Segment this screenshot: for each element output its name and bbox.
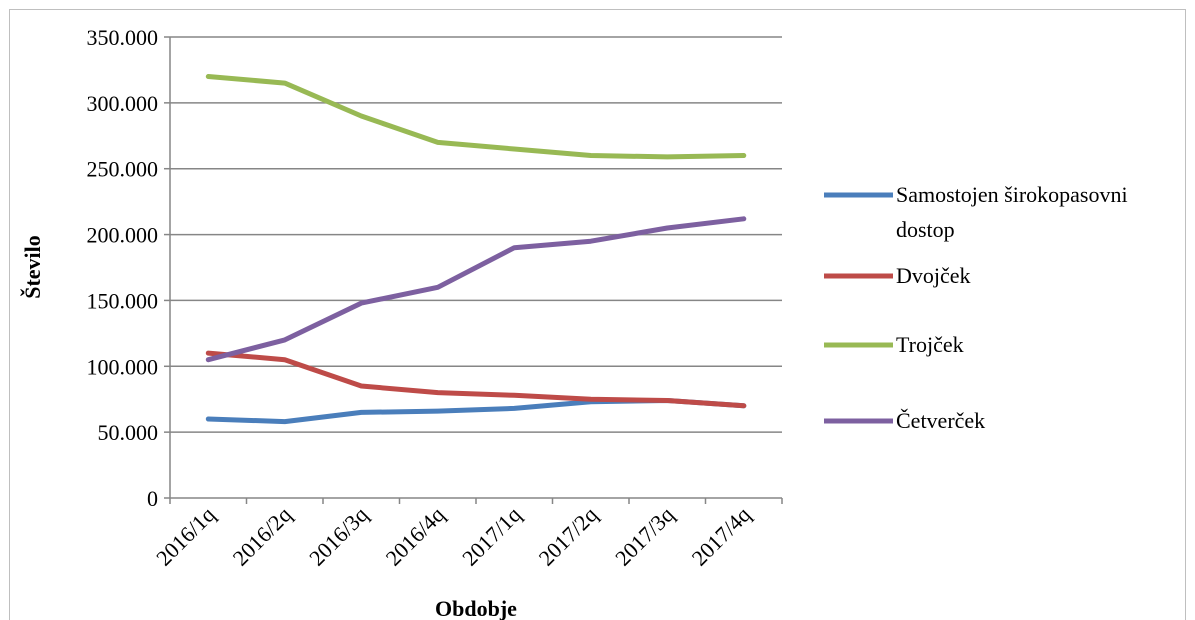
legend-label: Samostojen širokopasovni dostop	[896, 182, 1128, 242]
legend-item: Trojček	[824, 332, 964, 357]
x-axis-title: Obdobje	[435, 596, 517, 620]
gridlines	[170, 36, 782, 433]
x-tick-label: 2017/2q	[534, 502, 603, 571]
x-tick-labels: 2016/1q 2016/2q 2016/3q 2016/4q 2017/1q 2017/…	[151, 502, 755, 571]
y-tick-label: 350.000	[87, 25, 159, 50]
x-tick-label: 2017/3q	[610, 502, 679, 571]
legend-label: Trojček	[896, 332, 964, 357]
x-tick-label: 2017/1q	[457, 502, 526, 571]
series-line-1	[205, 398, 747, 425]
legend: Samostojen širokopasovni dostop Dvojček Tro…	[824, 182, 1128, 433]
legend-label: Dvojček	[896, 263, 971, 288]
x-tick-label: 2017/4q	[687, 502, 756, 571]
x-tick-label: 2016/2q	[228, 502, 297, 571]
y-tick-label: 0	[147, 486, 158, 511]
y-tick-label: 100.000	[87, 354, 159, 379]
series-line-4	[205, 216, 747, 363]
y-axis-title: Število	[20, 235, 45, 299]
y-tick-label: 200.000	[87, 223, 159, 248]
legend-item: Četverček	[824, 408, 985, 433]
series-line-2	[205, 350, 747, 409]
chart-frame	[9, 9, 1186, 620]
series-line-3	[205, 74, 747, 160]
y-tick-label: 50.000	[98, 420, 159, 445]
legend-item: Samostojen širokopasovni dostop	[824, 182, 1128, 242]
series-lines	[205, 74, 747, 425]
y-tick-label: 300.000	[87, 91, 159, 116]
y-tick-labels: 0 50.000 100.000 150.000 200.000 250.000 300.0…	[87, 25, 159, 511]
x-tick-label: 2016/1q	[151, 502, 220, 571]
y-tick-label: 250.000	[87, 157, 159, 182]
legend-item: Dvojček	[824, 263, 971, 288]
x-tick-label: 2016/4q	[381, 502, 450, 571]
x-tick-label: 2016/3q	[304, 502, 373, 571]
legend-label: Četverček	[896, 408, 985, 433]
y-tick-label: 150.000	[87, 288, 159, 313]
axes	[164, 36, 783, 504]
